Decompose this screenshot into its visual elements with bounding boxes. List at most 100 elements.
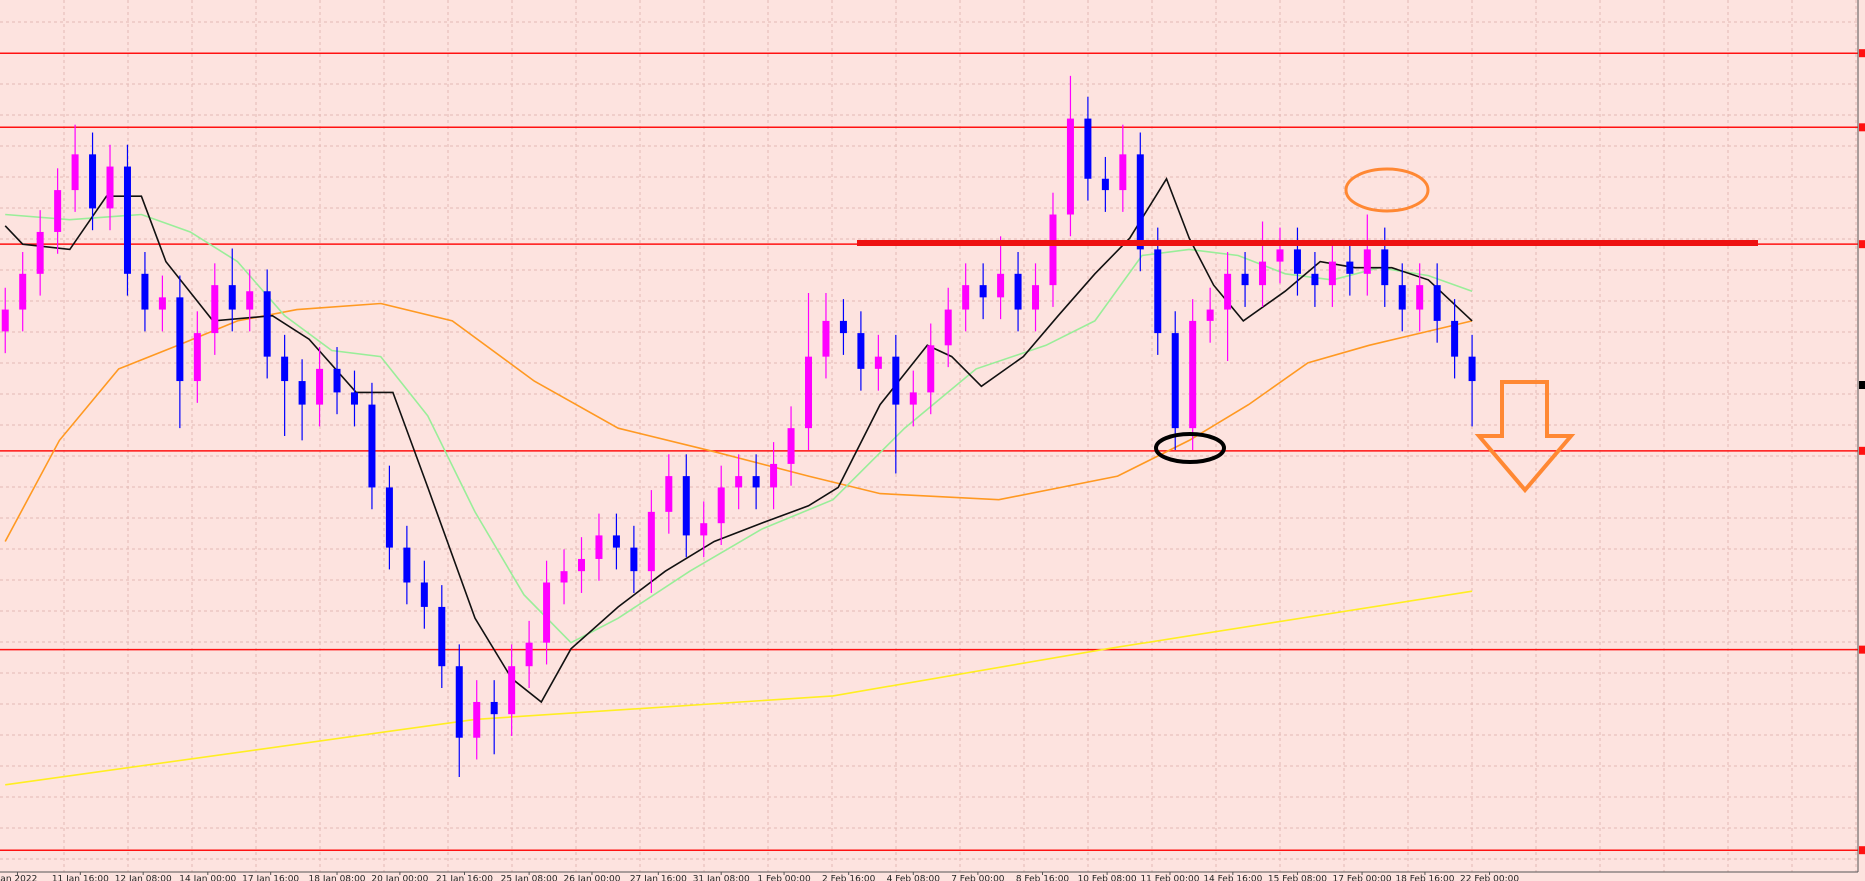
candle-body [822,320,830,357]
candle-body [71,154,79,191]
candle-body [717,487,725,524]
candle-body [438,606,446,667]
candle-body [962,285,970,310]
x-tick-label: 8 Feb 16:00 [1016,875,1070,881]
candle-body [158,297,166,310]
candle-body [1066,118,1074,215]
candle-body [490,701,498,715]
candle-body [1381,249,1389,286]
x-tick-label: 31 Jan 08:00 [693,875,750,881]
candle-body [1,309,9,332]
candle-body [647,511,655,572]
candle-body [1328,261,1336,286]
candle-body [1363,249,1371,274]
candle-body [787,428,795,464]
candle-body [595,535,603,559]
highlight-ellipse [1154,432,1226,464]
level-marker [1859,240,1865,249]
x-tick-label: 21 Jan 16:00 [436,875,493,881]
level-marker [1859,846,1865,855]
candle-body [857,333,865,369]
candle-body [368,404,376,488]
x-tick-label: 25 Jan 08:00 [501,875,558,881]
candle-body [1136,154,1144,250]
candle-body [1224,273,1232,310]
x-tick-label: 11 Feb 00:00 [1140,875,1199,881]
x-tick-label: 20 Jan 00:00 [371,875,428,881]
candle-body [612,535,620,548]
candle-body [385,487,393,548]
candle-body [1346,261,1354,274]
candle-body [1171,333,1179,429]
moving-average [5,590,1473,786]
price-marker [1859,381,1865,389]
candle-body [665,476,673,512]
candle-body [630,547,638,572]
candle-body [997,273,1005,298]
candle-body [909,392,917,405]
candle-body [1189,320,1197,429]
candle-body [577,558,585,572]
candle-body [1049,214,1057,286]
candle-body [874,356,882,369]
candle-body [350,392,358,405]
candle-body [979,285,987,298]
annotations [857,167,1758,494]
candle-body [1433,285,1441,321]
candle-body [770,463,778,488]
candle-body [944,309,952,346]
candles [1,75,1476,777]
candle-body [263,291,271,357]
x-tick-label: 4 Feb 08:00 [887,875,941,881]
candle-body [211,285,219,334]
candle-body [525,642,533,667]
candle-body [246,291,254,310]
candle-body [141,273,149,310]
candle-body [700,523,708,536]
moving-average [4,302,1473,542]
x-tick-label: 14 Jan 00:00 [179,875,236,881]
x-tick-label: Jan 2022 [0,875,37,881]
x-tick-label: 12 Jan 08:00 [115,875,172,881]
x-tick-label: 1 Feb 00:00 [757,875,811,881]
down-arrow [1474,380,1576,494]
candle-body [193,333,201,382]
candle-body [1084,118,1092,179]
level-marker [1859,645,1865,654]
x-tick-label: 18 Feb 16:00 [1395,875,1454,881]
candle-body [89,154,97,209]
candle-body [682,476,690,536]
candle-body [420,582,428,607]
candle-body [1032,285,1040,310]
candle-body [1398,285,1406,310]
candle-body [228,285,236,310]
candle-body [455,666,463,738]
candle-body [839,320,847,334]
candle-body [473,701,481,738]
x-tick-label: 18 Jan 08:00 [309,875,366,881]
candle-body [752,476,760,488]
candle-body [892,356,900,405]
candle-body [560,571,568,583]
candle-body [333,368,341,393]
candle-body [927,345,935,393]
candle-body [281,356,289,382]
candle-body [403,547,411,583]
x-tick-label: 27 Jan 16:00 [630,875,687,881]
candle-body [36,231,44,274]
x-tick-label: 22 Feb 00:00 [1460,875,1519,881]
x-tick-label: 26 Jan 00:00 [563,875,620,881]
candle-body [1276,249,1284,262]
candle-body [19,273,27,310]
candle-body [1206,309,1214,321]
candle-body [543,582,551,643]
candle-body [1101,178,1109,191]
x-tick-label: 17 Jan 16:00 [242,875,299,881]
candle-body [805,356,813,429]
candle-body [1119,154,1127,191]
candle-body [1293,249,1301,274]
level-marker [1859,49,1865,58]
